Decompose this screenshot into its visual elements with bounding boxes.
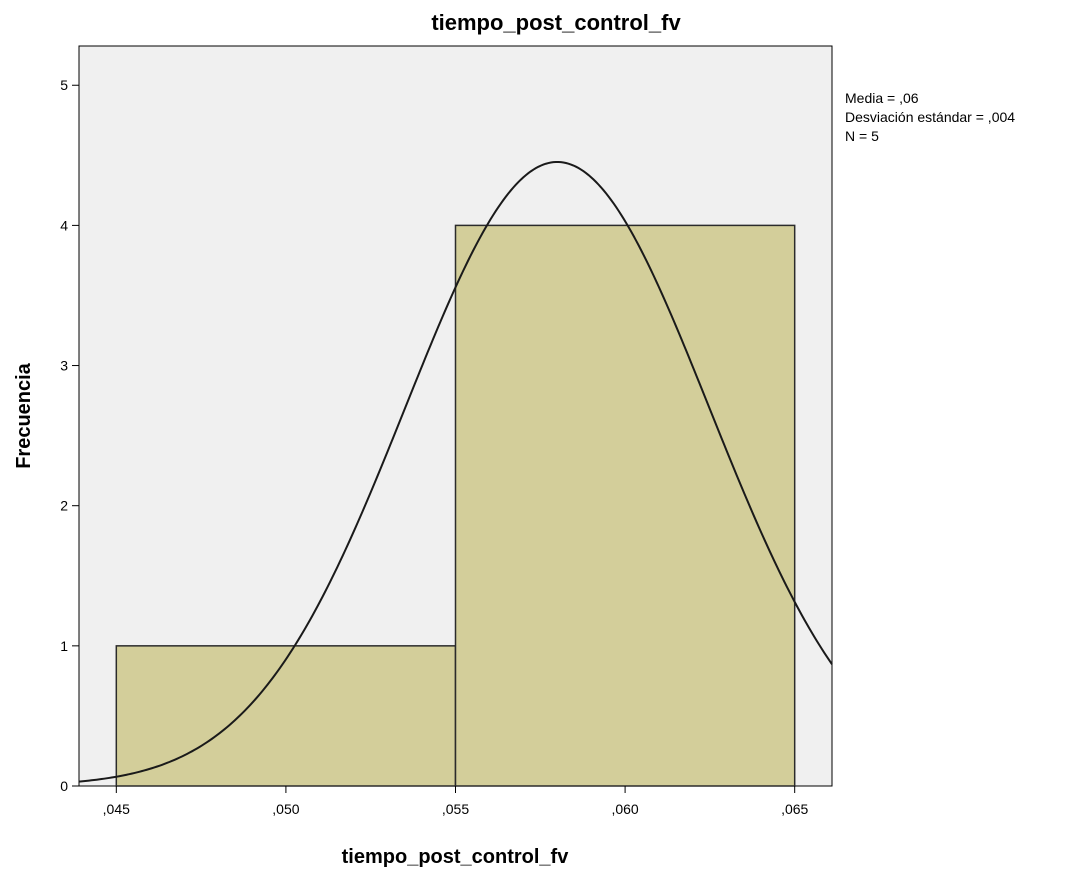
histogram-bar-1 [115, 645, 457, 787]
stats-n: N = 5 [845, 128, 879, 144]
histogram-bar-2 [454, 224, 796, 787]
normal-curve [78, 161, 833, 783]
x-tick-label-4: ,060 [611, 801, 638, 817]
y-tick-label-0: 0 [60, 778, 68, 794]
bars-layer [115, 224, 796, 787]
y-axis: 0 1 2 3 4 5 [60, 77, 79, 794]
x-tick-label-5: ,065 [781, 801, 808, 817]
chart-title: tiempo_post_control_fv [431, 10, 681, 35]
x-tick-label-3: ,055 [442, 801, 469, 817]
y-tick-label-3: 3 [60, 358, 68, 374]
stats-sd: Desviación estándar = ,004 [845, 109, 1015, 125]
x-axis-title: tiempo_post_control_fv [342, 846, 570, 868]
y-axis-title: Frecuencia [13, 362, 35, 468]
y-tick-label-1: 1 [60, 638, 68, 654]
stats-mean: Media = ,06 [845, 90, 919, 106]
x-axis: ,045 ,050 ,055 ,060 ,065 [103, 786, 809, 817]
y-tick-label-4: 4 [60, 217, 68, 233]
x-tick-label-2: ,050 [272, 801, 299, 817]
y-tick-label-2: 2 [60, 498, 68, 514]
y-tick-label-5: 5 [60, 77, 68, 93]
stats-box: Media = ,06 Desviación estándar = ,004 N… [845, 90, 1015, 144]
x-tick-label-1: ,045 [103, 801, 130, 817]
